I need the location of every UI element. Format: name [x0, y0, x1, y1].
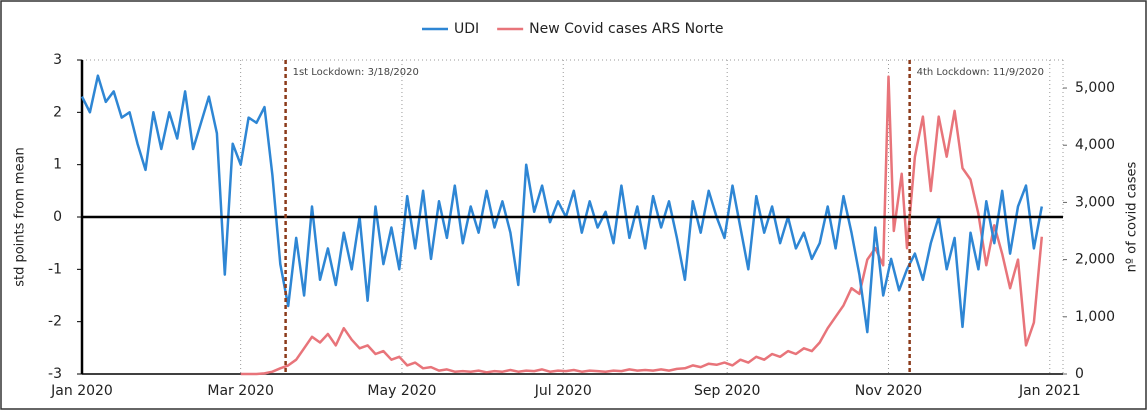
x-tick-label: Nov 2020: [855, 383, 922, 399]
y-tick-label: -1: [48, 261, 62, 277]
y-tick-label: 1: [53, 157, 62, 173]
y2-axis-label: nº of covid cases: [1125, 161, 1140, 272]
y2-tick-label: 1,000: [1075, 309, 1115, 325]
y2-tick-label: 0: [1075, 366, 1084, 382]
legend-label: New Covid cases ARS Norte: [529, 21, 723, 37]
y-tick-label: -3: [48, 366, 62, 382]
annotation: 1st Lockdown: 3/18/2020: [293, 67, 419, 78]
y-tick-label: -2: [48, 314, 62, 330]
y2-tick-label: 5,000: [1075, 80, 1115, 96]
y-tick-label: 0: [53, 209, 62, 225]
x-tick-label: Jan 2020: [50, 383, 113, 399]
y2-tick-label: 4,000: [1075, 137, 1115, 153]
x-tick-label: Jul 2020: [534, 383, 592, 399]
x-tick-label: May 2020: [367, 383, 436, 399]
series-line: [240, 75, 1044, 376]
y-tick-label: 2: [53, 104, 62, 120]
x-tick-label: Sep 2020: [694, 383, 760, 399]
y-axis-label: std points from mean: [13, 147, 28, 287]
x-tick-label: Mar 2020: [207, 383, 274, 399]
y-tick-label: 3: [53, 52, 62, 68]
legend-label: UDI: [454, 21, 479, 37]
x-tick-label: Jan 2021: [1018, 383, 1081, 399]
series-line: [80, 74, 1044, 334]
annotation: 4th Lockdown: 11/9/2020: [917, 67, 1044, 78]
y2-tick-label: 2,000: [1075, 252, 1115, 268]
y2-tick-label: 3,000: [1075, 194, 1115, 210]
